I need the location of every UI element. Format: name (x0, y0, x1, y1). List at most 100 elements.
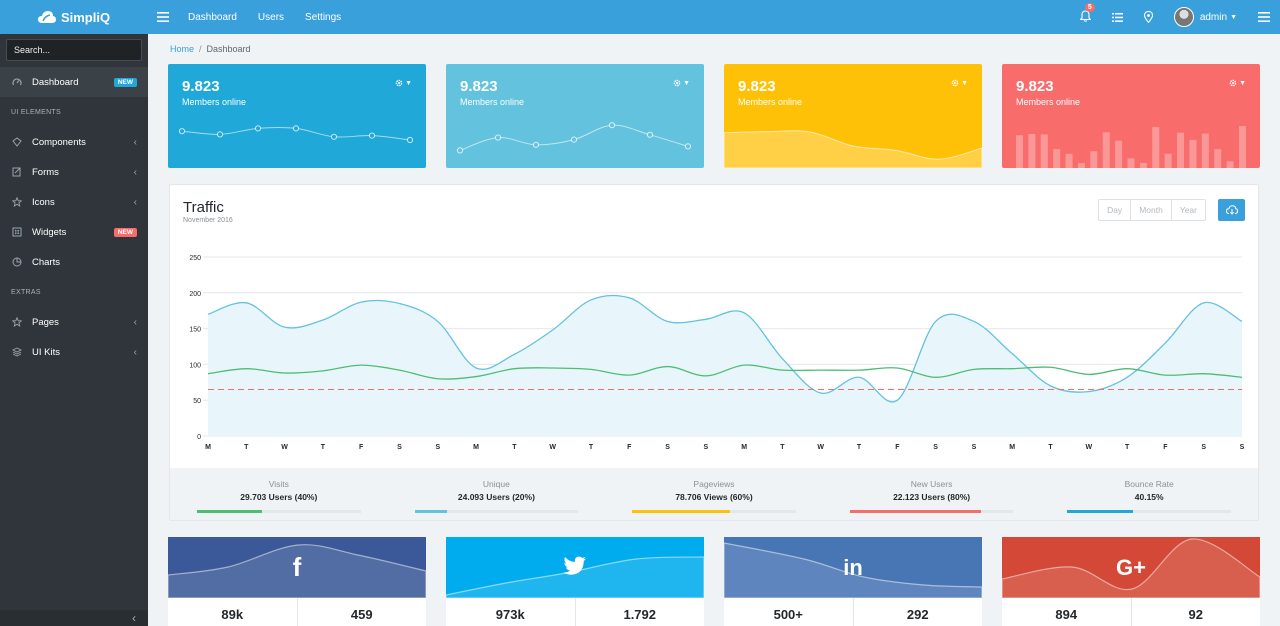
avatar[interactable] (1173, 7, 1194, 27)
social-wave-line (1002, 538, 1260, 598)
gear-icon (1229, 79, 1237, 87)
traffic-stat-value: 24.093 Users (20%) (457, 492, 535, 502)
nav-link-settings[interactable]: Settings (305, 11, 342, 23)
social-stats: 500+ 292 (724, 598, 982, 626)
main-content: Home / Dashboard 9.823 Members online ▼ 9.823… (148, 34, 1280, 626)
x-tick-label: T (321, 444, 326, 451)
stat-sparkline (456, 122, 692, 154)
sidebar: Dashboard NEW UI ELEMENTS Components ‹ Forms ‹… (0, 34, 148, 626)
members-online-card: 9.823 Members online ▼ (446, 64, 704, 168)
nav-link-users[interactable]: Users (257, 11, 285, 23)
card-settings-dropdown[interactable]: ▼ (950, 78, 968, 88)
cloud-logo-icon (37, 11, 56, 23)
sidebar-item-label: Pages (32, 316, 59, 328)
list-icon[interactable] (1111, 12, 1123, 22)
series-line (207, 294, 1243, 403)
sidebar-item-label: Charts (32, 256, 60, 268)
sidebar-item-label: Forms (32, 166, 59, 178)
x-tick-label: W (549, 444, 556, 451)
gear-icon (395, 79, 403, 87)
sidebar-item-components[interactable]: Components ‹ (0, 127, 148, 157)
members-online-card: 9.823 Members online ▼ (168, 64, 426, 168)
sidebar-item-ui-kits[interactable]: UI Kits ‹ (0, 337, 148, 367)
spark-point (646, 131, 654, 138)
stat-label: Members online (182, 97, 247, 107)
x-tick-label: S (1240, 444, 1245, 451)
pie-chart-icon (11, 257, 23, 267)
breadcrumb-current: Dashboard (206, 44, 251, 54)
sidebar-search-input[interactable] (6, 39, 142, 61)
sidebar-item-widgets[interactable]: Widgets NEW (0, 217, 148, 247)
google-plus-icon[interactable]: G+ (1116, 554, 1146, 580)
x-tick-label: S (704, 444, 709, 451)
nav-link-dashboard[interactable]: Dashboard (188, 11, 237, 23)
spark-bar (1201, 133, 1209, 168)
sidebar-item-charts[interactable]: Charts (0, 247, 148, 277)
sidebar-item-dashboard[interactable]: Dashboard NEW (0, 67, 148, 97)
x-tick-label: S (972, 444, 977, 451)
traffic-title: Traffic (183, 199, 224, 216)
x-tick-label: W (1086, 444, 1093, 451)
social-card-header (446, 537, 704, 598)
series-area (208, 295, 1242, 436)
progress-bar (414, 510, 579, 513)
spark-point (330, 133, 338, 140)
traffic-stat-new-users: New Users 22.123 Users (80%) (823, 468, 1041, 520)
social-stat-right: 459 (350, 607, 373, 622)
sidebar-item-label: Icons (32, 196, 55, 208)
puzzle-icon (11, 137, 23, 147)
social-stat-left: 500+ (724, 598, 854, 626)
calculator-icon (11, 227, 23, 237)
card-settings-dropdown[interactable]: ▼ (1228, 78, 1246, 88)
traffic-stat-value: 29.703 Users (40%) (240, 492, 318, 502)
card-settings-dropdown[interactable]: ▼ (394, 78, 412, 88)
spark-area (724, 130, 982, 168)
caret-down-icon: ▼ (683, 79, 690, 87)
period-year-button[interactable]: Year (1179, 205, 1197, 215)
spark-point (456, 147, 464, 154)
x-tick-label: T (857, 444, 862, 451)
sidebar-toggle-button[interactable] (148, 12, 178, 22)
aside-menu-toggle-icon[interactable] (1258, 12, 1270, 22)
social-card-header: G+ (1002, 537, 1260, 598)
spark-bar (1127, 158, 1135, 168)
brand-logo[interactable]: SimpliQ (0, 0, 148, 34)
progress-bar (632, 510, 796, 513)
traffic-stat-label: New Users (910, 479, 953, 489)
facebook-icon[interactable]: f (292, 552, 302, 582)
sidebar-nav: Dashboard NEW UI ELEMENTS Components ‹ Forms ‹… (0, 67, 148, 367)
x-tick-label: T (512, 444, 517, 451)
period-month-button[interactable]: Month (1131, 200, 1172, 220)
spark-bar (1065, 153, 1073, 168)
y-tick-label: 150 (189, 327, 201, 334)
linkedin-icon[interactable]: in (843, 554, 863, 580)
sidebar-item-forms[interactable]: Forms ‹ (0, 157, 148, 187)
x-tick-label: T (589, 444, 594, 451)
stat-sparkline (1016, 126, 1246, 168)
twitter-icon[interactable] (563, 556, 587, 579)
spark-bar (1189, 139, 1197, 168)
breadcrumb-home-link[interactable]: Home (170, 44, 195, 54)
location-pin-icon[interactable] (1143, 11, 1153, 23)
x-tick-label: S (665, 444, 670, 451)
social-stat-right: 292 (906, 607, 929, 622)
google-plus-card: G+ 894 92 (1002, 537, 1260, 626)
spark-bar (1090, 151, 1098, 168)
card-settings-dropdown[interactable]: ▼ (672, 78, 690, 88)
spark-point (684, 143, 692, 150)
notifications-button[interactable]: 5 (1078, 2, 1095, 25)
spark-bar (1164, 153, 1172, 168)
traffic-card: Traffic November 2016 Day Month Year 0 50… (169, 184, 1259, 521)
sidebar-item-label: Dashboard (32, 76, 79, 88)
user-menu[interactable]: admin ▼ (1200, 12, 1237, 23)
stat-sparkline (724, 130, 982, 168)
traffic-stat-bounce-rate: Bounce Rate 40.15% (1040, 468, 1258, 520)
period-selector: Day Month Year (1098, 199, 1206, 221)
period-day-button[interactable]: Day (1099, 200, 1132, 220)
social-card-header: in (724, 537, 982, 598)
download-button[interactable] (1218, 199, 1245, 221)
social-wave-line (724, 542, 982, 598)
sidebar-item-pages[interactable]: Pages ‹ (0, 307, 148, 337)
sidebar-minimize-button[interactable]: ‹ (0, 610, 148, 626)
sidebar-item-icons[interactable]: Icons ‹ (0, 187, 148, 217)
